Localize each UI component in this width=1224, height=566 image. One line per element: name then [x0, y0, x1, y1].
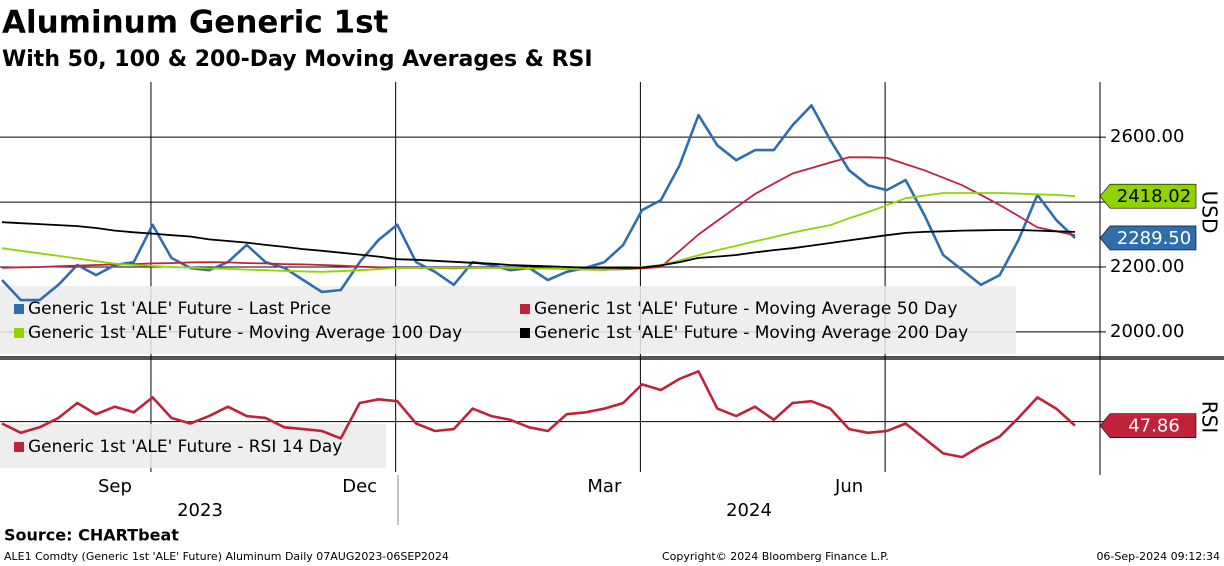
footer-left: ALE1 Comdty (Generic 1st 'ALE' Future) A…	[4, 550, 449, 563]
x-tick-label: Mar	[587, 476, 622, 497]
last-value-label: 47.86	[1128, 416, 1180, 437]
last-value-label: 2418.02	[1117, 186, 1191, 207]
y-tick-label: 2000.00	[1110, 321, 1184, 342]
x-tick-label: Dec	[342, 476, 377, 497]
legend-swatch	[520, 304, 530, 314]
x-tick-label: Sep	[98, 476, 132, 497]
y-axis-label: RSI	[1198, 401, 1222, 434]
x-tick-label: Jun	[834, 476, 863, 497]
chart-subtitle: With 50, 100 & 200-Day Moving Averages &…	[2, 47, 593, 72]
series-line	[1, 192, 1076, 273]
chart-title: Aluminum Generic 1st	[2, 5, 389, 41]
legend-label: Generic 1st 'ALE' Future - Moving Averag…	[534, 299, 957, 319]
series-line	[1, 156, 1076, 271]
last-value-label: 2289.50	[1117, 228, 1191, 249]
legend-swatch	[14, 442, 24, 452]
legend-label: Generic 1st 'ALE' Future - RSI 14 Day	[28, 437, 342, 457]
legend-swatch	[14, 328, 24, 338]
legend-box	[0, 286, 1016, 354]
last-value-tag	[1099, 413, 1197, 438]
footer-center: Copyright© 2024 Bloomberg Finance L.P.	[662, 550, 889, 563]
legend-swatch	[14, 304, 24, 314]
year-label: 2023	[177, 500, 223, 521]
legend-label: Generic 1st 'ALE' Future - Moving Averag…	[28, 323, 462, 343]
legend-swatch	[520, 328, 530, 338]
source: Source: CHARTbeat	[4, 526, 179, 545]
year-label: 2024	[726, 500, 772, 521]
last-value-tag	[1099, 225, 1197, 251]
legend-label: Generic 1st 'ALE' Future - Last Price	[28, 299, 331, 319]
y-axis-label: USD	[1198, 191, 1222, 234]
footer-right: 06-Sep-2024 09:12:34	[1096, 550, 1220, 563]
grid-layer	[0, 82, 1100, 472]
y-tick-label: 2600.00	[1110, 126, 1184, 147]
legend-label: Generic 1st 'ALE' Future - Moving Averag…	[534, 323, 968, 343]
y-tick-label: 2200.00	[1110, 256, 1184, 277]
last-value-tag	[1099, 183, 1197, 209]
series-line	[1, 370, 1076, 459]
series-line	[1, 221, 1076, 269]
series-line	[1, 104, 1076, 302]
